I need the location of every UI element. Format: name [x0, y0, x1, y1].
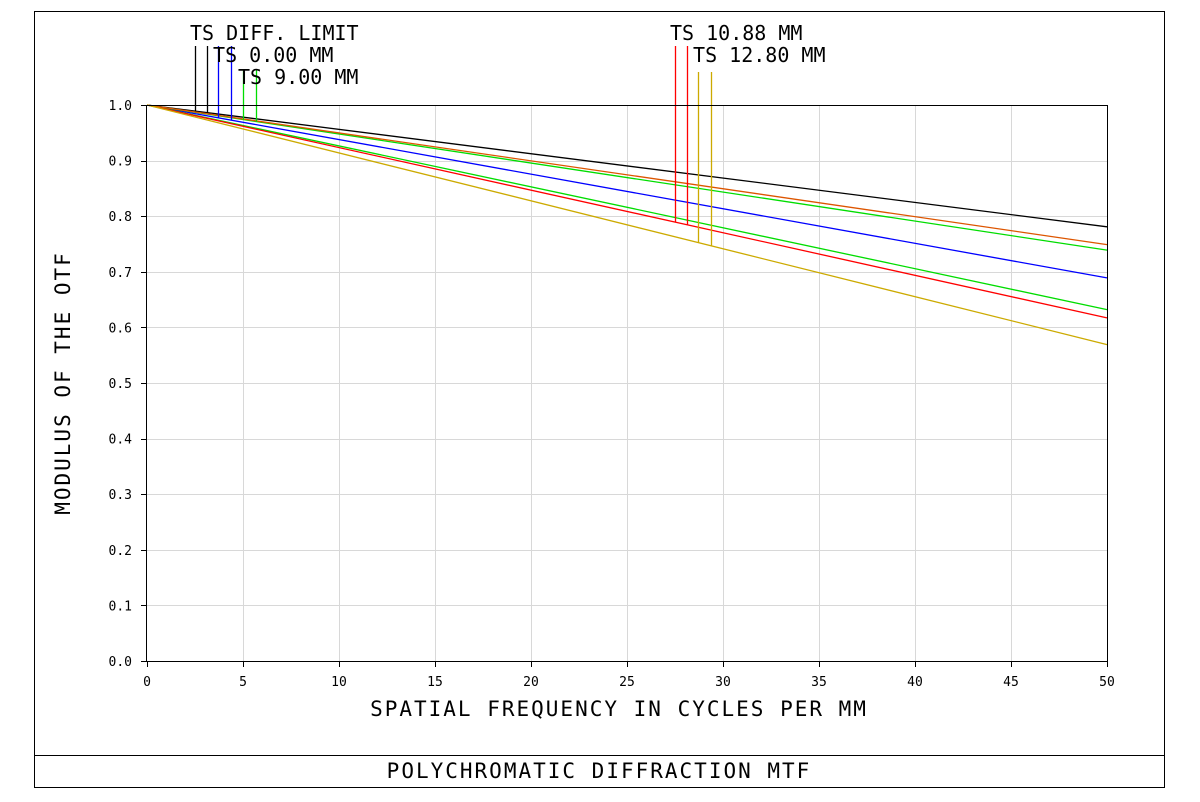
x-tick-label: 50 [1099, 675, 1115, 690]
y-tick-label: 0.5 [109, 377, 132, 392]
y-tick-label: 0.9 [109, 155, 132, 170]
x-tick-label: 0 [143, 675, 151, 690]
series-line [146, 104, 1108, 251]
x-tick-label: 20 [523, 675, 539, 690]
y-tick-label: 0.6 [109, 321, 132, 336]
x-tick-label: 45 [1003, 675, 1019, 690]
outer-frame [34, 11, 1165, 788]
y-axis-title: MODULUS OF THE OTF [51, 251, 75, 515]
y-tick-labels: 0.0 0.1 0.2 0.3 0.4 0.5 0.6 0.7 0.8 0.9 1.0 [109, 99, 133, 670]
series-line [146, 104, 1108, 246]
series-line [146, 104, 1108, 346]
x-tick-label: 10 [331, 675, 347, 690]
x-tick-labels: 0 5 10 15 20 25 30 35 40 45 50 [143, 675, 1115, 690]
x-tick-label: 5 [239, 675, 247, 690]
y-tick-label: 0.8 [109, 210, 132, 225]
y-tick-label: 0.4 [109, 433, 133, 448]
y-tick-label: 1.0 [109, 99, 132, 114]
legend-label: TS 0.00 MM [213, 43, 333, 67]
series-line [146, 104, 1108, 311]
legend-label: TS 9.00 MM [238, 65, 358, 89]
series-line [146, 104, 1108, 319]
legend-label: TS 12.80 MM [693, 43, 825, 67]
grid [141, 105, 1108, 667]
x-tick-label: 40 [907, 675, 923, 690]
y-tick-label: 0.1 [109, 599, 132, 614]
x-axis-title: SPATIAL FREQUENCY IN CYCLES PER MM [370, 697, 868, 721]
series-lines [146, 104, 1108, 346]
x-tick-label: 25 [619, 675, 635, 690]
x-tick-label: 30 [715, 675, 731, 690]
legend-markers [194, 46, 713, 246]
footer-title: POLYCHROMATIC DIFFRACTION MTF [387, 759, 812, 783]
y-tick-label: 0.3 [109, 488, 132, 503]
series-line [146, 104, 1108, 279]
series-line [146, 104, 1108, 228]
legend-label: TS DIFF. LIMIT [190, 21, 359, 45]
legend-label: TS 10.88 MM [670, 21, 802, 45]
y-tick-label: 0.0 [109, 655, 132, 670]
y-tick-label: 0.2 [109, 544, 132, 559]
plot-area-border [146, 105, 1108, 662]
x-tick-label: 15 [427, 675, 443, 690]
y-tick-label: 0.7 [109, 266, 132, 281]
x-tick-label: 35 [811, 675, 827, 690]
